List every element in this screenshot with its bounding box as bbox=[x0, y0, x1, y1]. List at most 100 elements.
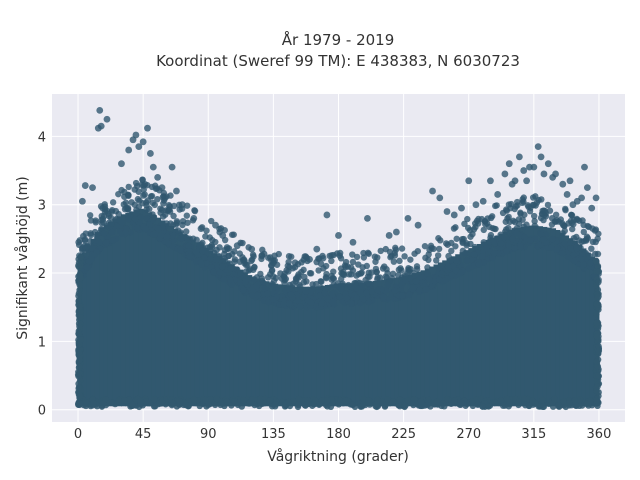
data-point bbox=[593, 333, 601, 340]
dense-point-band bbox=[277, 284, 283, 407]
outlier-point bbox=[450, 211, 458, 219]
data-point bbox=[471, 243, 479, 251]
data-point bbox=[421, 242, 429, 250]
dense-point-band bbox=[298, 286, 305, 407]
data-point bbox=[452, 243, 459, 250]
data-point bbox=[555, 402, 562, 409]
dense-point-band bbox=[138, 208, 144, 407]
data-point bbox=[213, 256, 220, 263]
data-point bbox=[586, 253, 594, 260]
dense-point-band bbox=[481, 241, 487, 407]
data-point bbox=[305, 400, 312, 408]
x-tick-label: 225 bbox=[391, 427, 416, 442]
outlier-point bbox=[511, 177, 519, 185]
data-point bbox=[321, 289, 328, 296]
data-point bbox=[559, 250, 566, 257]
data-point bbox=[510, 217, 517, 224]
dense-point-band bbox=[251, 277, 257, 407]
data-point bbox=[173, 403, 181, 410]
dense-point-band bbox=[459, 252, 465, 407]
dense-point-band bbox=[186, 236, 192, 407]
data-point bbox=[595, 293, 602, 300]
data-point bbox=[242, 278, 249, 286]
dense-point-band bbox=[342, 283, 348, 407]
data-point bbox=[158, 206, 166, 214]
outlier-point bbox=[323, 211, 331, 219]
dense-point-band bbox=[381, 279, 387, 407]
data-point bbox=[142, 199, 150, 206]
data-point bbox=[485, 403, 492, 410]
dense-point-band bbox=[294, 286, 300, 407]
data-point bbox=[289, 265, 297, 272]
data-point bbox=[192, 248, 200, 256]
dense-point-band bbox=[112, 219, 118, 407]
data-point bbox=[76, 363, 83, 370]
data-point bbox=[285, 258, 292, 266]
data-point bbox=[285, 398, 292, 406]
data-point bbox=[551, 218, 559, 225]
data-point bbox=[549, 235, 556, 243]
data-point bbox=[349, 401, 356, 409]
data-point bbox=[330, 251, 337, 259]
data-point bbox=[531, 222, 538, 229]
data-point bbox=[75, 369, 83, 377]
data-point bbox=[406, 291, 413, 299]
outlier-point bbox=[248, 245, 256, 253]
data-point bbox=[76, 237, 84, 244]
dense-point-band bbox=[455, 254, 461, 407]
data-point bbox=[151, 395, 158, 403]
data-point bbox=[404, 397, 412, 404]
data-point bbox=[503, 247, 510, 255]
data-point bbox=[190, 235, 197, 242]
data-point bbox=[594, 250, 602, 258]
dense-point-band bbox=[233, 266, 240, 407]
data-point bbox=[134, 182, 141, 190]
dense-point-band bbox=[94, 232, 101, 407]
data-point bbox=[100, 230, 108, 237]
outlier-point bbox=[515, 153, 523, 161]
data-point bbox=[358, 280, 366, 288]
outlier-point bbox=[103, 115, 111, 123]
data-point bbox=[430, 245, 437, 253]
x-tick-label: 315 bbox=[521, 427, 546, 442]
data-point bbox=[271, 252, 278, 259]
outlier-point bbox=[494, 191, 502, 198]
outlier-point bbox=[559, 180, 567, 188]
x-tick-labels: 0 45 90 135 180 225 270 315 360 bbox=[74, 427, 611, 442]
data-point bbox=[297, 287, 304, 294]
data-point bbox=[381, 263, 388, 270]
dense-point-band bbox=[589, 256, 596, 407]
data-point bbox=[76, 401, 83, 408]
data-point bbox=[172, 221, 180, 228]
data-point bbox=[384, 396, 391, 403]
data-point bbox=[457, 269, 464, 277]
data-point bbox=[580, 221, 587, 229]
data-point bbox=[75, 330, 83, 337]
data-point bbox=[566, 400, 573, 407]
data-point bbox=[254, 291, 262, 299]
data-point bbox=[526, 208, 534, 215]
data-point bbox=[475, 220, 482, 227]
data-point bbox=[561, 240, 569, 247]
data-point bbox=[328, 257, 335, 265]
dense-point-band bbox=[90, 238, 96, 407]
data-point bbox=[294, 297, 302, 305]
data-point bbox=[202, 396, 209, 404]
data-point bbox=[225, 252, 233, 260]
data-point bbox=[359, 264, 366, 271]
data-point bbox=[318, 397, 326, 404]
data-point bbox=[133, 209, 140, 217]
data-point bbox=[484, 215, 491, 222]
data-point bbox=[593, 301, 601, 308]
outlier-point bbox=[544, 160, 552, 168]
x-tick-label: 135 bbox=[261, 427, 286, 442]
dense-point-band bbox=[338, 283, 344, 407]
data-point bbox=[347, 264, 355, 271]
dense-point-band bbox=[272, 283, 279, 407]
data-point bbox=[360, 396, 367, 403]
data-point bbox=[302, 288, 310, 295]
data-point bbox=[412, 278, 420, 285]
data-point bbox=[206, 243, 214, 251]
dense-point-band bbox=[329, 284, 335, 407]
data-point bbox=[593, 311, 600, 318]
